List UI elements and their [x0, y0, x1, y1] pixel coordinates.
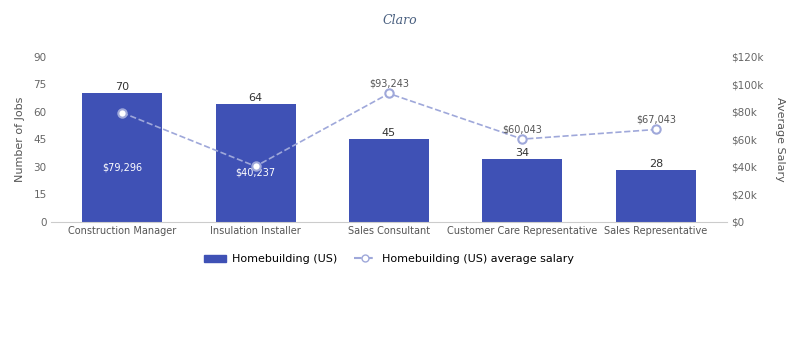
Text: 28: 28	[649, 159, 663, 169]
Text: 34: 34	[515, 148, 530, 158]
Text: $67,043: $67,043	[636, 115, 676, 125]
Legend: Homebuilding (US), Homebuilding (US) average salary: Homebuilding (US), Homebuilding (US) ave…	[200, 250, 578, 269]
Text: 70: 70	[115, 82, 130, 92]
Text: $79,296: $79,296	[102, 163, 142, 173]
Text: 64: 64	[249, 93, 262, 103]
Bar	[616, 170, 696, 222]
Y-axis label: Number of Jobs: Number of Jobs	[15, 96, 25, 182]
Text: Claro: Claro	[382, 14, 418, 27]
Bar	[349, 139, 429, 222]
Text: 45: 45	[382, 128, 396, 138]
Text: $60,043: $60,043	[502, 124, 542, 134]
Y-axis label: Average Salary: Average Salary	[775, 97, 785, 181]
Text: $40,237: $40,237	[235, 167, 276, 177]
Bar	[215, 104, 295, 222]
Bar	[482, 159, 562, 222]
Bar	[82, 93, 162, 222]
Text: $93,243: $93,243	[369, 79, 409, 89]
